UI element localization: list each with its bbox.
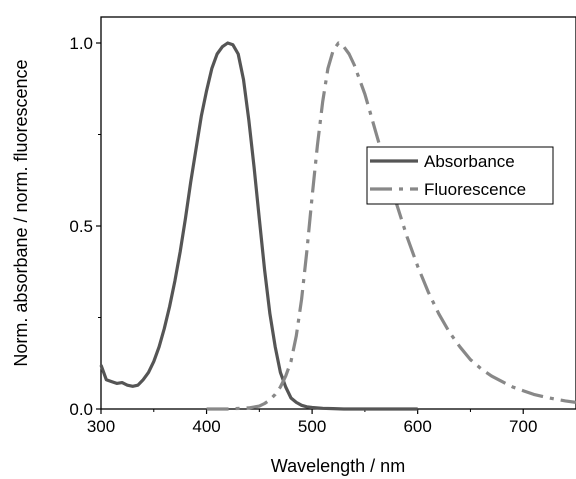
x-tick-label: 600 bbox=[403, 417, 431, 436]
y-tick-label: 1.0 bbox=[69, 34, 93, 53]
y-axis-ticks: 0.0 0.5 1.0 bbox=[69, 34, 101, 419]
x-tick-label: 300 bbox=[87, 417, 115, 436]
y-axis-title: Norm. absorbane / norm. fluorescence bbox=[11, 59, 31, 366]
series-layer bbox=[99, 41, 576, 411]
y-tick-label: 0.5 bbox=[69, 217, 93, 236]
series-line-fluorescence bbox=[206, 41, 576, 411]
plot-frame bbox=[100, 16, 576, 410]
x-tick-label: 700 bbox=[509, 417, 537, 436]
x-tick-label: 500 bbox=[298, 417, 326, 436]
x-axis-ticks: 300 400 500 600 700 bbox=[87, 409, 537, 436]
x-axis-title: Wavelength / nm bbox=[271, 456, 405, 476]
legend-box bbox=[366, 146, 554, 205]
series-line-absorbance bbox=[99, 41, 418, 411]
legend-label-fluorescence: Fluorescence bbox=[424, 180, 526, 199]
legend-label-absorbance: Absorbance bbox=[424, 152, 515, 171]
y-tick-label: 0.0 bbox=[69, 400, 93, 419]
legend: Absorbance Fluorescence bbox=[366, 146, 554, 205]
x-tick-label: 400 bbox=[192, 417, 220, 436]
